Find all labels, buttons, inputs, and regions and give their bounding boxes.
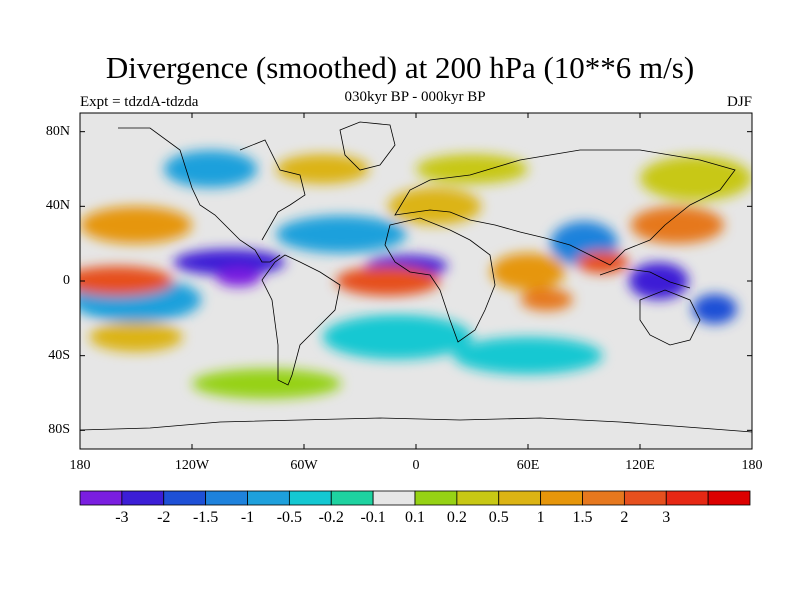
field-blob — [164, 150, 258, 188]
colorbar-label: 0.1 — [405, 509, 425, 526]
colorbar-swatch — [121, 490, 165, 506]
colorbar-label: 0.2 — [446, 509, 467, 526]
greenland-coast — [339, 121, 396, 171]
colorbar-swatch — [414, 490, 458, 506]
north-america-coast — [118, 127, 281, 263]
lon-tick-label: 120W — [174, 458, 210, 473]
lon-tick-label: 120E — [625, 458, 655, 473]
field-blob — [628, 262, 689, 300]
colorbar-swatch — [540, 490, 583, 506]
colorbar-swatch — [163, 490, 207, 506]
lat-tick-label: 40S — [48, 347, 70, 363]
divergence-field — [80, 150, 752, 399]
experiment-label: Expt = tdzdA-tdzda — [80, 94, 199, 110]
axis-ticks — [79, 113, 753, 449]
field-blob — [192, 368, 342, 399]
colorbar-swatch — [247, 490, 290, 506]
colorbar-swatch — [456, 490, 500, 506]
australia-coast — [639, 289, 701, 346]
field-blob — [490, 252, 566, 291]
field-blob — [80, 206, 192, 244]
colorbar-label: -1.5 — [192, 509, 219, 526]
lat-tick-label: 40N — [45, 198, 70, 214]
colorbar — [79, 490, 751, 506]
colorbar-swatch — [665, 490, 709, 506]
field-blob — [388, 187, 482, 225]
colorbar-label: 0.5 — [488, 509, 509, 526]
colorbar-label: 3 — [662, 509, 671, 526]
colorbar-label: -0.2 — [318, 509, 344, 526]
colorbar-swatch — [707, 490, 751, 506]
field-blob — [416, 154, 528, 184]
lon-tick-label: 180 — [741, 458, 763, 473]
lon-tick-label: 60E — [516, 458, 540, 473]
colorbar-label: -0.5 — [276, 509, 303, 526]
colorbar-swatch — [372, 490, 416, 506]
colorbar-swatch — [79, 490, 123, 506]
colorbar-label: -1 — [240, 509, 255, 526]
field-blob — [520, 288, 573, 311]
colorbar-label: 2 — [620, 509, 629, 526]
field-blob — [80, 266, 174, 296]
lat-tick-label: 80S — [48, 422, 70, 438]
field-blob — [453, 337, 603, 375]
field-blob — [276, 154, 370, 184]
maritime-continent-coast — [599, 267, 691, 289]
colorbar-swatch — [498, 490, 542, 506]
colorbar-label: -0.1 — [360, 509, 386, 526]
colorbar-label: 1 — [536, 509, 545, 526]
map-title: Divergence (smoothed) at 200 hPa (10**6 … — [105, 50, 695, 85]
north-america-east-coast — [239, 139, 306, 241]
colorbar-swatch — [288, 490, 332, 506]
colorbar-label: -3 — [115, 509, 129, 526]
south-america-coast — [261, 254, 341, 386]
africa-coast — [384, 217, 496, 343]
field-blob — [173, 249, 286, 276]
field-blob — [322, 314, 472, 360]
colorbar-swatch — [330, 490, 374, 506]
map-subtitle: 030kyr BP - 000kyr BP — [344, 89, 486, 105]
colorbar-label: -2 — [157, 509, 171, 526]
field-blob — [576, 251, 629, 274]
eurasia-coast — [394, 149, 736, 266]
field-blob — [692, 294, 738, 324]
field-blob — [630, 206, 724, 244]
lon-tick-label: 180 — [69, 458, 91, 473]
field-blob — [216, 267, 262, 287]
colorbar-label: 1.5 — [572, 509, 593, 526]
lat-tick-label: 80N — [45, 123, 70, 139]
lat-tick-label: 0 — [63, 273, 70, 288]
lon-tick-label: 0 — [412, 458, 420, 473]
colorbar-swatch — [623, 490, 667, 506]
colorbar-swatch — [582, 490, 625, 506]
season-label: DJF — [726, 94, 752, 110]
field-blob — [640, 155, 752, 201]
field-blob — [89, 322, 183, 352]
field-blob — [276, 215, 407, 253]
colorbar-swatch — [205, 490, 248, 506]
field-blob — [335, 266, 441, 296]
lon-tick-label: 60W — [290, 458, 318, 473]
antarctica-coast — [80, 417, 752, 433]
coastlines — [80, 121, 752, 433]
